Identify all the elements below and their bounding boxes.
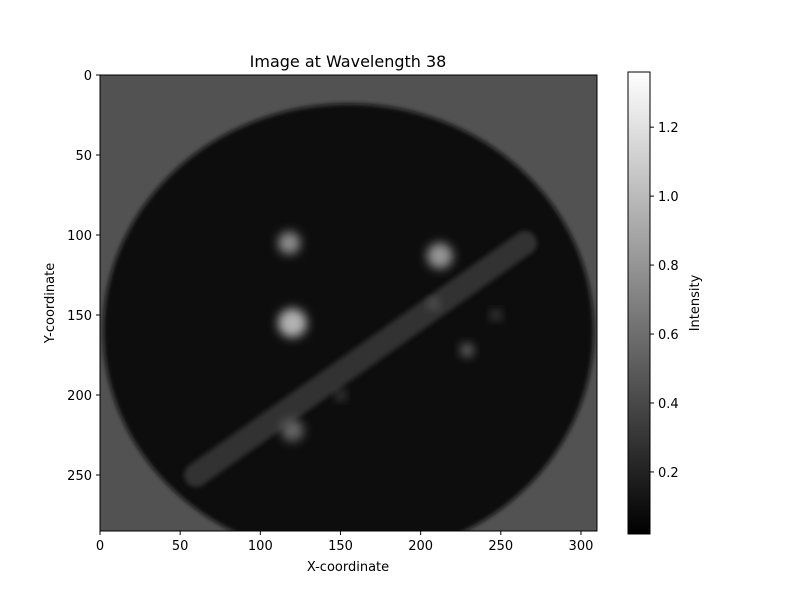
- x-tick-label: 50: [172, 539, 189, 554]
- bright-spot: [277, 231, 301, 255]
- bright-spot: [277, 308, 307, 338]
- bright-spot: [281, 418, 304, 442]
- x-tick-label: 0: [96, 539, 104, 554]
- x-tick-label: 250: [488, 539, 513, 554]
- x-axis: 0 50 100 150 200 250 300: [96, 531, 594, 554]
- y-tick-label: 150: [67, 309, 92, 324]
- colorbar-tick-label: 0.8: [658, 259, 679, 274]
- colorbar-tick-label: 1.2: [658, 121, 679, 136]
- y-tick-label: 50: [75, 149, 92, 164]
- colorbar: 0.2 0.4 0.6 0.8 1.0 1.2: [627, 71, 679, 535]
- y-tick-label: 100: [67, 229, 92, 244]
- bright-spot: [460, 343, 474, 357]
- x-tick-label: 100: [248, 539, 273, 554]
- y-axis: 0 50 100 150 200 250: [67, 69, 100, 484]
- bright-spot: [335, 390, 346, 400]
- colorbar-tick-label: 0.2: [658, 466, 679, 481]
- plot-area: [99, 74, 598, 532]
- bright-spot: [428, 298, 439, 309]
- bright-spot: [427, 242, 453, 269]
- y-axis-label: Y-coordinate: [43, 263, 58, 344]
- chart-title: Image at Wavelength 38: [250, 52, 447, 71]
- colorbar-gradient: [627, 71, 651, 535]
- y-tick-label: 200: [67, 389, 92, 404]
- colorbar-tick-label: 1.0: [658, 190, 679, 205]
- bright-spot: [491, 310, 501, 320]
- x-tick-label: 150: [328, 539, 353, 554]
- colorbar-tick-label: 0.4: [658, 397, 679, 412]
- x-axis-label: X-coordinate: [307, 560, 389, 575]
- colorbar-tick-label: 0.6: [658, 328, 679, 343]
- colorbar-label: Intensity: [688, 274, 703, 331]
- plot-frame: [99, 74, 598, 532]
- y-tick-label: 250: [67, 469, 92, 484]
- x-tick-label: 300: [569, 539, 594, 554]
- diagonal-band: [184, 231, 537, 487]
- y-tick-label: 0: [84, 69, 92, 84]
- dark-disk: [103, 103, 594, 531]
- x-tick-label: 200: [408, 539, 433, 554]
